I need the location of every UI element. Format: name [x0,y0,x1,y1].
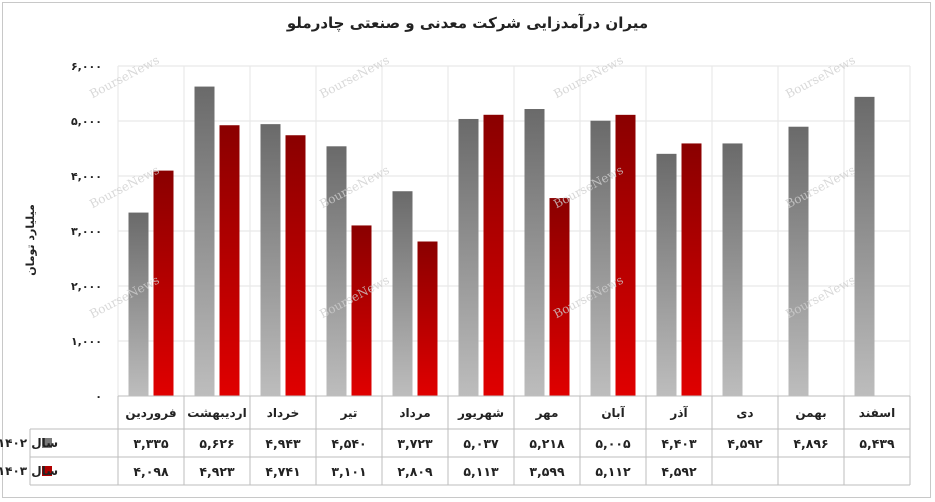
x-tick-label: اردیبهشت [187,406,246,420]
bar-series-2 [351,225,372,396]
bar-series-1 [788,126,809,396]
bar-series-1 [128,212,149,396]
y-tick-label: ۰ [95,390,102,403]
bar-series-1 [524,109,545,396]
data-label: ۴,۸۹۶ [793,436,828,451]
bar-series-2 [483,114,504,396]
data-label: ۴,۵۹۲ [727,436,763,451]
data-label: ۴,۹۴۳ [265,436,301,451]
bar-series-1 [458,118,479,396]
data-label: ۵,۴۳۹ [859,436,895,451]
bar-series-1 [326,146,347,396]
data-label: ۵,۰۳۷ [463,436,499,451]
data-label: ۴,۴۰۳ [661,436,697,451]
bar-series-1 [854,96,875,396]
bar-series-1 [590,120,611,396]
x-tick-label: دی [736,406,753,420]
y-tick-label: ۲,۰۰۰ [71,280,102,293]
x-tick-label: شهریور [457,406,504,421]
x-tick-label: اسفند [859,406,895,420]
bar-series-2 [219,125,240,397]
bar-series-2 [549,198,570,396]
y-tick-label: ۶,۰۰۰ [71,60,102,73]
bar-series-2 [285,135,306,396]
x-tick-label: مهر [535,406,559,420]
data-label: ۴,۵۴۰ [331,436,366,451]
legend-swatch [42,466,52,476]
data-label: ۵,۶۲۶ [199,436,234,451]
bar-series-1 [722,143,743,396]
bar-series-2 [417,241,438,396]
data-label: ۴,۷۴۱ [265,464,300,479]
data-label: ۵,۰۰۵ [595,436,631,451]
data-label: ۴,۵۹۲ [661,464,697,479]
bar-series-2 [615,114,636,396]
legend-swatch [42,438,52,448]
data-label: ۵,۱۱۲ [595,464,631,479]
x-tick-label: تیر [340,406,358,420]
data-label: ۳,۵۹۹ [529,464,565,479]
x-tick-label: آذر [669,405,688,420]
legend-label: سال ۱۴۰۳ [0,464,58,478]
y-tick-label: ۴,۰۰۰ [71,170,102,183]
x-tick-label: بهمن [795,406,826,420]
x-tick-label: آبان [601,405,625,420]
bar-series-1 [260,124,281,396]
bar-series-2 [681,143,702,396]
data-label: ۳,۷۲۳ [397,436,433,451]
bar-series-1 [194,86,215,396]
y-tick-label: ۵,۰۰۰ [71,115,102,128]
legend-label: سال ۱۴۰۲ [0,436,58,450]
data-label: ۳,۳۳۵ [133,436,169,451]
x-tick-label: فروردین [125,406,176,421]
y-tick-label: ۱,۰۰۰ [71,335,102,348]
x-tick-label: مرداد [399,406,430,420]
y-tick-label: ۳,۰۰۰ [71,225,102,238]
data-label: ۵,۱۱۳ [463,464,499,479]
data-label: ۴,۰۹۸ [133,464,169,479]
data-label: ۲,۸۰۹ [397,464,433,479]
x-tick-label: خرداد [267,406,300,420]
data-label: ۴,۹۲۳ [199,464,235,479]
bar-series-1 [392,191,413,396]
data-label: ۳,۱۰۱ [331,464,366,479]
bar-series-2 [153,170,174,396]
data-label: ۵,۲۱۸ [529,436,565,451]
bar-series-1 [656,153,677,396]
chart-title: میران درآمدزایی شرکت معدنی و صنعتی چادرم… [286,14,649,32]
